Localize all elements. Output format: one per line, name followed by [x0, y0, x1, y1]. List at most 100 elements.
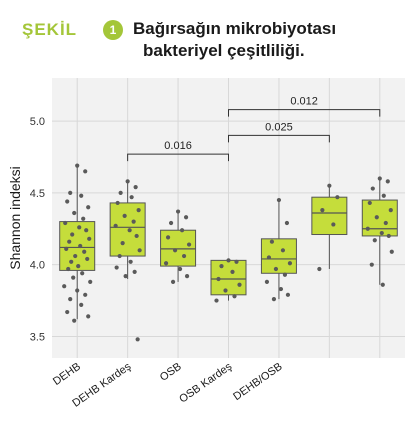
data-point — [331, 222, 336, 227]
data-point — [68, 297, 73, 302]
data-point — [372, 238, 377, 243]
box — [210, 259, 247, 296]
x-tick-label: DEHB/OSB — [231, 361, 284, 403]
data-point — [163, 261, 169, 266]
data-point — [266, 255, 272, 260]
data-point — [63, 220, 68, 226]
data-point — [219, 264, 224, 269]
box — [260, 238, 297, 274]
figure-header: ŞEKİL 1 Bağırsağın mikrobiyotası bakteri… — [0, 0, 415, 70]
data-point — [79, 302, 84, 307]
data-point — [113, 223, 118, 228]
y-tick-label: 3.5 — [30, 331, 45, 343]
data-point — [327, 183, 332, 188]
data-point — [73, 253, 78, 259]
data-point — [79, 193, 84, 198]
data-point — [179, 228, 185, 233]
data-point — [83, 169, 88, 174]
data-point — [115, 200, 120, 206]
data-point — [137, 248, 142, 253]
data-point — [76, 264, 81, 269]
data-point — [168, 220, 174, 226]
data-point — [81, 216, 86, 221]
data-point — [69, 259, 74, 264]
data-point — [127, 228, 132, 233]
data-point — [170, 279, 176, 284]
x-tick-label: OSB — [158, 361, 184, 384]
data-point — [84, 228, 89, 233]
data-point — [388, 208, 393, 213]
data-point — [129, 195, 134, 200]
y-axis-label: Shannon indeksi — [7, 166, 23, 270]
data-point — [88, 279, 93, 284]
data-point — [71, 275, 76, 280]
data-point — [114, 265, 119, 270]
data-point — [75, 288, 80, 293]
data-point — [65, 199, 70, 204]
data-point — [284, 220, 290, 226]
data-point — [68, 190, 73, 195]
data-point — [181, 253, 187, 259]
figure-title-line-1: Bağırsağın mikrobiyotası — [133, 19, 337, 38]
data-point — [128, 259, 133, 264]
data-point — [131, 219, 136, 224]
data-point — [72, 210, 77, 216]
data-point — [287, 261, 293, 266]
data-point — [172, 248, 178, 253]
x-tick-label: DEHB — [51, 361, 83, 388]
data-point — [83, 292, 88, 297]
data-point — [232, 294, 237, 299]
data-point — [123, 274, 128, 279]
data-point — [214, 298, 219, 303]
data-point — [285, 292, 291, 297]
data-point — [118, 190, 123, 195]
data-point — [175, 209, 181, 214]
y-tick-label: 5.0 — [30, 116, 45, 128]
data-point — [72, 318, 77, 323]
data-point — [125, 179, 130, 184]
figure-label: ŞEKİL — [22, 20, 78, 39]
data-point — [62, 284, 67, 289]
box — [59, 221, 96, 271]
figure-number-badge: 1 — [103, 20, 123, 40]
p-value-label: 0.025 — [265, 121, 293, 133]
data-point — [85, 256, 90, 262]
data-point — [165, 235, 171, 240]
data-point — [132, 269, 137, 274]
data-point — [386, 233, 391, 239]
data-point — [75, 163, 80, 168]
data-point — [134, 233, 139, 239]
data-point — [317, 266, 322, 272]
data-point — [389, 249, 394, 254]
data-point — [269, 239, 275, 244]
data-point — [86, 314, 91, 319]
data-point — [234, 259, 239, 264]
data-point — [184, 274, 190, 279]
x-tick-label: OSB Kardeş — [177, 360, 234, 405]
data-point — [370, 186, 375, 191]
data-point — [320, 208, 325, 213]
data-point — [87, 236, 92, 241]
significance-bracket — [228, 109, 381, 117]
data-point — [136, 208, 141, 213]
data-point — [385, 179, 390, 184]
data-point — [383, 220, 388, 226]
data-point — [226, 258, 231, 263]
data-point — [80, 271, 85, 276]
data-point — [365, 226, 370, 231]
data-point — [282, 272, 288, 277]
data-point — [280, 248, 286, 253]
y-tick-label: 4.5 — [30, 188, 45, 200]
data-point — [276, 197, 282, 203]
box — [160, 229, 197, 267]
p-value-label: 0.016 — [164, 140, 192, 152]
data-point — [82, 249, 87, 254]
data-point — [367, 200, 372, 206]
data-point — [135, 337, 140, 342]
data-point — [264, 279, 270, 284]
data-point — [133, 185, 138, 190]
data-point — [374, 215, 379, 220]
data-point — [183, 215, 189, 220]
data-point — [120, 241, 125, 246]
